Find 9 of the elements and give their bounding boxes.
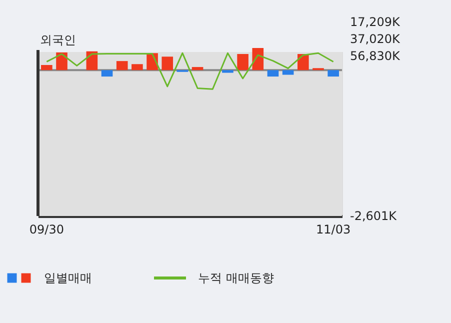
legend-label: 일별매매 bbox=[44, 271, 92, 285]
legend-label: 누적 매매동향 bbox=[198, 271, 274, 285]
text: -2,601K bbox=[350, 209, 398, 223]
x-tick-label: 09/30 bbox=[29, 222, 64, 236]
chart-title: 외국인 bbox=[40, 33, 76, 47]
text: 17,209K bbox=[350, 15, 401, 29]
text: 37,020K bbox=[350, 32, 401, 46]
x-tick-label: 11/03 bbox=[316, 222, 351, 236]
text: 56,830K bbox=[350, 49, 401, 63]
